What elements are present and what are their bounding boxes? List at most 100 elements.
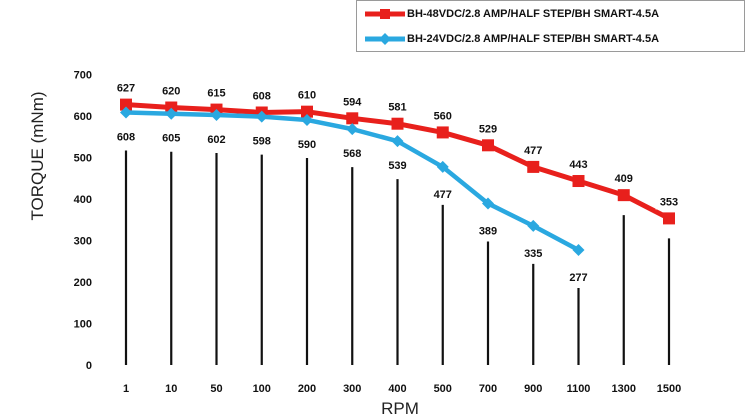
point-marker xyxy=(663,212,675,225)
point-marker xyxy=(436,160,449,173)
point-marker xyxy=(255,110,268,123)
y-axis-title: TORQUE (mNm) xyxy=(28,91,47,220)
y-tick-label: 100 xyxy=(74,318,92,330)
legend-label-48v: BH-48VDC/2.8 AMP/HALF STEP/BH SMART-4.5A xyxy=(407,8,660,20)
y-tick-label: 500 xyxy=(74,152,92,164)
point-marker xyxy=(527,160,540,173)
data-label-48v: 608 xyxy=(253,90,271,102)
data-label-24v-bg xyxy=(293,136,321,152)
data-label-24v: 389 xyxy=(479,225,497,237)
data-label-24v-bg xyxy=(429,186,457,202)
y-tick-label: 200 xyxy=(74,277,92,289)
legend-item-48v: BH-48VDC/2.8 AMP/HALF STEP/BH SMART-4.5A xyxy=(365,4,659,24)
data-label-48v-bg xyxy=(519,142,547,158)
data-label-48v-bg xyxy=(565,157,592,173)
data-label-24v-bg xyxy=(338,146,366,162)
point-marker xyxy=(165,107,178,120)
x-tick-label: 500 xyxy=(434,383,452,395)
point-marker xyxy=(482,139,494,152)
point-marker xyxy=(120,98,132,111)
data-label-24v: 277 xyxy=(569,272,587,284)
data-label-48v-bg xyxy=(338,94,366,110)
data-label-24v-bg xyxy=(157,130,185,146)
y-tick-label: 600 xyxy=(74,111,92,123)
point-marker xyxy=(436,126,449,139)
data-label-24v-bg xyxy=(203,131,230,147)
data-label-48v: 627 xyxy=(117,83,135,95)
series-layer xyxy=(120,98,675,256)
legend-swatch-24v xyxy=(365,33,405,45)
data-label-48v: 610 xyxy=(298,90,316,102)
data-label-48v: 353 xyxy=(660,196,678,208)
data-label-24v-bg xyxy=(474,223,502,239)
data-label-24v-bg xyxy=(384,158,411,174)
data-labels: 627 620 615 608 610 594 581 560 529 477 443 409 353 6… xyxy=(112,80,683,285)
x-tick-label: 1 xyxy=(123,383,129,395)
legend-item-24v: BH-24VDC/2.8 AMP/HALF STEP/BH SMART-4.5A xyxy=(365,29,659,49)
point-marker xyxy=(301,113,313,126)
x-tick-label: 900 xyxy=(524,383,542,395)
point-marker xyxy=(210,108,223,121)
data-label-24v: 477 xyxy=(434,189,452,201)
axes: 0 100 200 300 400 500 600 700 1 10 50 100 200 300 400 5… xyxy=(74,69,682,395)
data-label-48v-bg xyxy=(112,80,140,96)
data-label-48v: 620 xyxy=(162,86,180,98)
x-tick-label: 200 xyxy=(298,383,316,395)
drop-lines xyxy=(124,150,671,365)
data-label-48v-bg xyxy=(429,108,457,124)
data-label-48v: 594 xyxy=(343,96,362,108)
x-tick-label: 1300 xyxy=(612,383,636,395)
data-label-48v-bg xyxy=(610,171,638,187)
point-marker xyxy=(120,106,132,119)
data-label-24v-bg xyxy=(565,269,592,285)
point-marker xyxy=(572,243,585,256)
x-tick-label: 50 xyxy=(210,383,222,395)
data-label-48v-bg xyxy=(248,88,276,104)
data-label-48v: 615 xyxy=(207,88,225,100)
data-label-48v-bg xyxy=(157,83,185,99)
point-marker xyxy=(346,123,359,136)
data-label-24v-bg xyxy=(112,129,140,145)
data-label-24v: 602 xyxy=(207,134,225,146)
data-label-24v: 605 xyxy=(162,133,180,145)
x-tick-label: 100 xyxy=(253,383,271,395)
x-tick-label: 700 xyxy=(479,383,497,395)
y-tick-label: 400 xyxy=(74,194,92,206)
x-tick-label: 10 xyxy=(165,383,177,395)
data-label-24v: 335 xyxy=(524,248,542,260)
data-label-48v: 409 xyxy=(615,173,633,185)
data-label-48v: 529 xyxy=(479,123,497,135)
data-label-24v: 539 xyxy=(388,160,406,172)
point-marker xyxy=(482,197,494,210)
data-label-48v: 581 xyxy=(388,102,406,114)
x-tick-label: 1100 xyxy=(567,383,591,395)
data-label-24v-bg xyxy=(519,245,547,261)
data-label-24v-bg xyxy=(248,133,276,149)
data-label-24v: 590 xyxy=(298,139,316,151)
data-label-48v: 443 xyxy=(569,159,587,171)
x-axis-title: RPM xyxy=(381,399,419,418)
data-label-48v-bg xyxy=(293,87,321,103)
x-tick-label: 1500 xyxy=(657,383,681,395)
data-label-48v-bg xyxy=(203,85,230,101)
data-label-48v-bg xyxy=(655,194,683,210)
data-label-24v: 598 xyxy=(253,136,271,148)
point-marker xyxy=(527,219,540,232)
y-tick-label: 700 xyxy=(74,69,92,81)
point-marker xyxy=(346,112,359,125)
point-marker xyxy=(572,175,585,188)
legend: BH-48VDC/2.8 AMP/HALF STEP/BH SMART-4.5A… xyxy=(356,0,745,52)
point-marker xyxy=(391,135,404,148)
y-tick-label: 0 xyxy=(86,360,92,372)
point-marker xyxy=(301,105,313,118)
x-tick-label: 400 xyxy=(388,383,406,395)
y-tick-label: 300 xyxy=(74,235,92,247)
data-label-48v-bg xyxy=(384,99,411,115)
point-marker xyxy=(165,101,178,114)
legend-swatch-48v xyxy=(365,9,405,19)
legend-label-24v: BH-24VDC/2.8 AMP/HALF STEP/BH SMART-4.5A xyxy=(407,33,660,45)
data-label-48v: 477 xyxy=(524,145,542,157)
point-marker xyxy=(617,189,630,202)
data-label-48v: 560 xyxy=(434,110,452,122)
